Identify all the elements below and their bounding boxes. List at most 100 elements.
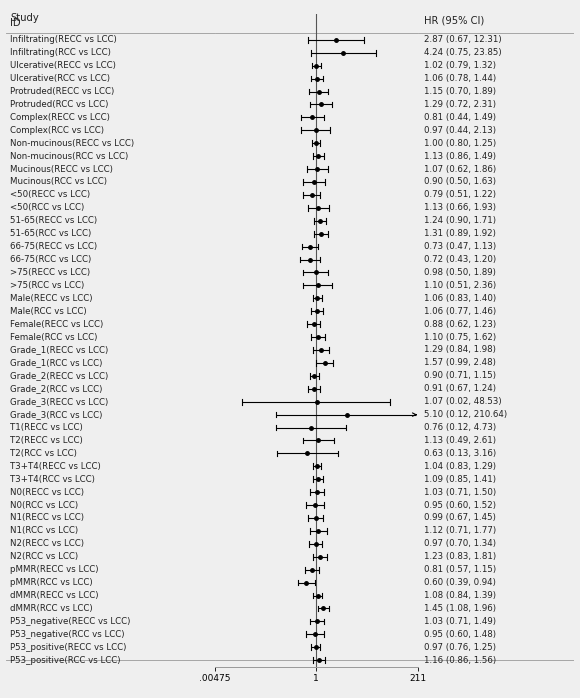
Text: 0.90 (0.50, 1.63): 0.90 (0.50, 1.63) [424, 177, 496, 186]
Text: Complex(RCC vs LCC): Complex(RCC vs LCC) [10, 126, 104, 135]
Text: 51-65(RECC vs LCC): 51-65(RECC vs LCC) [10, 216, 97, 225]
Text: 51-65(RCC vs LCC): 51-65(RCC vs LCC) [10, 229, 91, 238]
Text: 0.97 (0.76, 1.25): 0.97 (0.76, 1.25) [424, 643, 496, 652]
Text: 0.97 (0.70, 1.34): 0.97 (0.70, 1.34) [424, 540, 496, 549]
Text: T3+T4(RCC vs LCC): T3+T4(RCC vs LCC) [10, 475, 95, 484]
Text: 1.13 (0.86, 1.49): 1.13 (0.86, 1.49) [424, 151, 496, 161]
Text: <50(RECC vs LCC): <50(RECC vs LCC) [10, 191, 90, 200]
Text: N0(RCC vs LCC): N0(RCC vs LCC) [10, 500, 78, 510]
Text: Female(RECC vs LCC): Female(RECC vs LCC) [10, 320, 103, 329]
Text: Mucinous(RECC vs LCC): Mucinous(RECC vs LCC) [10, 165, 113, 174]
Text: Mucinous(RCC vs LCC): Mucinous(RCC vs LCC) [10, 177, 107, 186]
Text: HR (95% CI): HR (95% CI) [424, 15, 484, 25]
Text: 0.97 (0.44, 2.13): 0.97 (0.44, 2.13) [424, 126, 496, 135]
Text: >75(RCC vs LCC): >75(RCC vs LCC) [10, 281, 84, 290]
Text: 1.08 (0.84, 1.39): 1.08 (0.84, 1.39) [424, 591, 496, 600]
Text: 1.23 (0.83, 1.81): 1.23 (0.83, 1.81) [424, 552, 496, 561]
Text: 1.09 (0.85, 1.41): 1.09 (0.85, 1.41) [424, 475, 496, 484]
Text: Ulcerative(RECC vs LCC): Ulcerative(RECC vs LCC) [10, 61, 116, 70]
Text: Male(RCC vs LCC): Male(RCC vs LCC) [10, 306, 86, 315]
Text: Study: Study [10, 13, 39, 23]
Text: 1.07 (0.02, 48.53): 1.07 (0.02, 48.53) [424, 397, 502, 406]
Text: 1.57 (0.99, 2.48): 1.57 (0.99, 2.48) [424, 358, 496, 367]
Text: Grade_2(RCC vs LCC): Grade_2(RCC vs LCC) [10, 384, 102, 393]
Text: 1.12 (0.71, 1.77): 1.12 (0.71, 1.77) [424, 526, 496, 535]
Text: Grade_3(RECC vs LCC): Grade_3(RECC vs LCC) [10, 397, 108, 406]
Text: 0.90 (0.71, 1.15): 0.90 (0.71, 1.15) [424, 371, 496, 380]
Text: T2(RCC vs LCC): T2(RCC vs LCC) [10, 449, 77, 458]
Text: 1.45 (1.08, 1.96): 1.45 (1.08, 1.96) [424, 604, 496, 613]
Text: Infiltrating(RCC vs LCC): Infiltrating(RCC vs LCC) [10, 48, 111, 57]
Text: 1.06 (0.78, 1.44): 1.06 (0.78, 1.44) [424, 74, 496, 83]
Text: 1.24 (0.90, 1.71): 1.24 (0.90, 1.71) [424, 216, 496, 225]
Text: 1.29 (0.84, 1.98): 1.29 (0.84, 1.98) [424, 346, 496, 355]
Text: 1.00 (0.80, 1.25): 1.00 (0.80, 1.25) [424, 139, 496, 148]
Text: 1.15 (0.70, 1.89): 1.15 (0.70, 1.89) [424, 87, 496, 96]
Text: 0.63 (0.13, 3.16): 0.63 (0.13, 3.16) [424, 449, 496, 458]
Text: 1.10 (0.51, 2.36): 1.10 (0.51, 2.36) [424, 281, 496, 290]
Text: 1.02 (0.79, 1.32): 1.02 (0.79, 1.32) [424, 61, 496, 70]
Text: Grade_1(RCC vs LCC): Grade_1(RCC vs LCC) [10, 358, 102, 367]
Text: T1(RECC vs LCC): T1(RECC vs LCC) [10, 423, 83, 432]
Text: 1.13 (0.66, 1.93): 1.13 (0.66, 1.93) [424, 203, 496, 212]
Text: 5.10 (0.12, 210.64): 5.10 (0.12, 210.64) [424, 410, 507, 419]
Text: Non-mucinous(RCC vs LCC): Non-mucinous(RCC vs LCC) [10, 151, 128, 161]
Text: 1.13 (0.49, 2.61): 1.13 (0.49, 2.61) [424, 436, 496, 445]
Text: ID: ID [10, 17, 21, 28]
Text: >75(RECC vs LCC): >75(RECC vs LCC) [10, 268, 90, 277]
Text: 1.07 (0.62, 1.86): 1.07 (0.62, 1.86) [424, 165, 496, 174]
Text: Non-mucinous(RECC vs LCC): Non-mucinous(RECC vs LCC) [10, 139, 134, 148]
Text: 0.72 (0.43, 1.20): 0.72 (0.43, 1.20) [424, 255, 496, 264]
Text: 0.73 (0.47, 1.13): 0.73 (0.47, 1.13) [424, 242, 496, 251]
Text: N2(RCC vs LCC): N2(RCC vs LCC) [10, 552, 78, 561]
Text: 0.88 (0.62, 1.23): 0.88 (0.62, 1.23) [424, 320, 496, 329]
Text: N1(RCC vs LCC): N1(RCC vs LCC) [10, 526, 78, 535]
Text: Infiltrating(RECC vs LCC): Infiltrating(RECC vs LCC) [10, 36, 117, 44]
Text: 0.76 (0.12, 4.73): 0.76 (0.12, 4.73) [424, 423, 496, 432]
Text: 66-75(RECC vs LCC): 66-75(RECC vs LCC) [10, 242, 97, 251]
Text: Female(RCC vs LCC): Female(RCC vs LCC) [10, 332, 97, 341]
Text: Grade_1(RECC vs LCC): Grade_1(RECC vs LCC) [10, 346, 108, 355]
Text: 66-75(RCC vs LCC): 66-75(RCC vs LCC) [10, 255, 91, 264]
Text: 0.81 (0.57, 1.15): 0.81 (0.57, 1.15) [424, 565, 496, 574]
Text: N2(RECC vs LCC): N2(RECC vs LCC) [10, 540, 84, 549]
Text: 0.91 (0.67, 1.24): 0.91 (0.67, 1.24) [424, 384, 496, 393]
Text: P53_positive(RCC vs LCC): P53_positive(RCC vs LCC) [10, 655, 121, 664]
Text: P53_positive(RECC vs LCC): P53_positive(RECC vs LCC) [10, 643, 126, 652]
Text: 0.99 (0.67, 1.45): 0.99 (0.67, 1.45) [424, 514, 496, 523]
Text: 0.98 (0.50, 1.89): 0.98 (0.50, 1.89) [424, 268, 496, 277]
Text: Grade_3(RCC vs LCC): Grade_3(RCC vs LCC) [10, 410, 102, 419]
Text: 1.16 (0.86, 1.56): 1.16 (0.86, 1.56) [424, 655, 496, 664]
Text: Protruded(RCC vs LCC): Protruded(RCC vs LCC) [10, 100, 108, 109]
Text: 0.79 (0.51, 1.22): 0.79 (0.51, 1.22) [424, 191, 496, 200]
Text: 4.24 (0.75, 23.85): 4.24 (0.75, 23.85) [424, 48, 502, 57]
Text: 1.03 (0.71, 1.50): 1.03 (0.71, 1.50) [424, 488, 496, 496]
Text: pMMR(RECC vs LCC): pMMR(RECC vs LCC) [10, 565, 99, 574]
Text: 2.87 (0.67, 12.31): 2.87 (0.67, 12.31) [424, 36, 502, 44]
Text: <50(RCC vs LCC): <50(RCC vs LCC) [10, 203, 84, 212]
Text: 1.29 (0.72, 2.31): 1.29 (0.72, 2.31) [424, 100, 496, 109]
Text: 1.04 (0.83, 1.29): 1.04 (0.83, 1.29) [424, 462, 496, 470]
Text: P53_negative(RECC vs LCC): P53_negative(RECC vs LCC) [10, 617, 131, 626]
Text: Complex(RECC vs LCC): Complex(RECC vs LCC) [10, 113, 110, 122]
Text: pMMR(RCC vs LCC): pMMR(RCC vs LCC) [10, 578, 93, 587]
Text: 0.95 (0.60, 1.52): 0.95 (0.60, 1.52) [424, 500, 496, 510]
Text: Grade_2(RECC vs LCC): Grade_2(RECC vs LCC) [10, 371, 108, 380]
Text: 0.81 (0.44, 1.49): 0.81 (0.44, 1.49) [424, 113, 496, 122]
Text: Male(RECC vs LCC): Male(RECC vs LCC) [10, 294, 92, 303]
Text: P53_negative(RCC vs LCC): P53_negative(RCC vs LCC) [10, 630, 125, 639]
Text: 1.10 (0.75, 1.62): 1.10 (0.75, 1.62) [424, 332, 496, 341]
Text: 1.06 (0.83, 1.40): 1.06 (0.83, 1.40) [424, 294, 496, 303]
Text: N1(RECC vs LCC): N1(RECC vs LCC) [10, 514, 84, 523]
Text: T2(RECC vs LCC): T2(RECC vs LCC) [10, 436, 83, 445]
Text: N0(RECC vs LCC): N0(RECC vs LCC) [10, 488, 84, 496]
Text: Ulcerative(RCC vs LCC): Ulcerative(RCC vs LCC) [10, 74, 110, 83]
Text: 1.06 (0.77, 1.46): 1.06 (0.77, 1.46) [424, 306, 496, 315]
Text: dMMR(RECC vs LCC): dMMR(RECC vs LCC) [10, 591, 99, 600]
Text: T3+T4(RECC vs LCC): T3+T4(RECC vs LCC) [10, 462, 101, 470]
Text: 1.31 (0.89, 1.92): 1.31 (0.89, 1.92) [424, 229, 496, 238]
Text: dMMR(RCC vs LCC): dMMR(RCC vs LCC) [10, 604, 93, 613]
Text: 0.60 (0.39, 0.94): 0.60 (0.39, 0.94) [424, 578, 496, 587]
Text: 0.95 (0.60, 1.48): 0.95 (0.60, 1.48) [424, 630, 496, 639]
Text: Protruded(RECC vs LCC): Protruded(RECC vs LCC) [10, 87, 114, 96]
